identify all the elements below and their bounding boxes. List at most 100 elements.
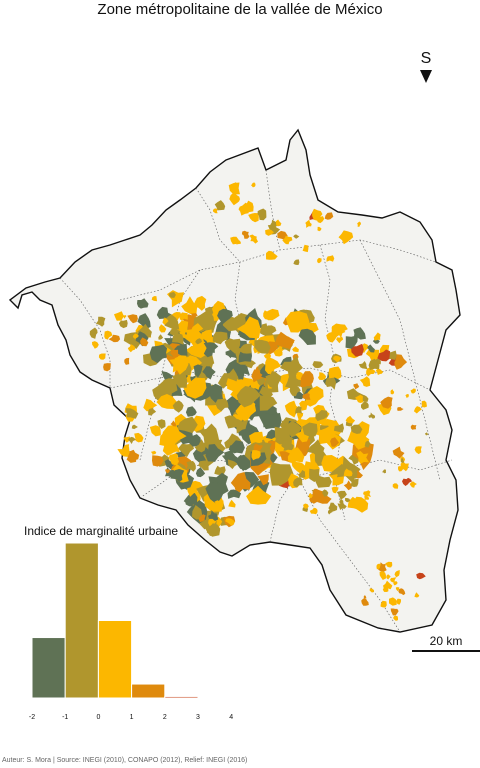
urban-area-patch — [256, 377, 266, 386]
urban-area-patch — [302, 393, 311, 400]
urban-area-patch — [310, 488, 323, 501]
urban-area-patch — [365, 348, 380, 362]
legend-tick-label: 4 — [229, 714, 233, 721]
urban-area-patch — [376, 563, 381, 570]
urban-area-patch — [132, 333, 139, 339]
urban-area-patch — [251, 369, 263, 380]
urban-area-patch — [350, 424, 363, 435]
urban-area-patch — [263, 353, 271, 360]
urban-area-patch — [273, 347, 283, 357]
scale-line — [412, 650, 480, 652]
urban-area-patch — [161, 371, 174, 384]
urban-area-patch — [394, 354, 408, 370]
urban-area-patch — [137, 313, 151, 330]
urban-area-patch — [98, 353, 106, 360]
urban-area-patch — [212, 208, 218, 214]
urban-area-patch — [89, 327, 98, 339]
north-arrow-icon — [420, 70, 432, 83]
urban-area-patch — [192, 505, 202, 520]
urban-area-patch — [169, 328, 181, 336]
urban-area-patch — [128, 436, 136, 444]
urban-area-patch — [239, 343, 252, 354]
scale-label: 20 km — [429, 634, 463, 648]
legend-tick-label: -2 — [29, 714, 35, 721]
urban-area-patch — [225, 349, 235, 359]
legend-title: Indice de marginalité urbaine — [24, 524, 179, 538]
urban-area-patch — [195, 467, 206, 478]
urban-area-patch — [380, 600, 387, 608]
urban-area-patch — [363, 490, 371, 498]
legend-tick-label: 1 — [130, 714, 134, 721]
urban-area-patch — [353, 383, 360, 390]
urban-area-patch — [198, 514, 206, 523]
urban-area-patch — [356, 451, 370, 464]
urban-area-patch — [227, 459, 238, 470]
north-arrow: S — [416, 50, 436, 83]
urban-area-patch — [277, 444, 285, 452]
urban-area-patch — [282, 235, 293, 245]
urban-area-patch — [336, 490, 347, 500]
urban-area-patch — [215, 398, 229, 412]
urban-area-patch — [245, 200, 254, 213]
urban-area-patch — [343, 480, 352, 491]
urban-area-patch — [209, 383, 224, 403]
urban-area-patch — [410, 388, 416, 394]
municipal-boundary — [265, 169, 281, 251]
urban-area-patch — [149, 344, 168, 364]
urban-area-patch — [394, 570, 400, 578]
urban-area-patch — [390, 577, 397, 583]
urban-area-patch — [385, 561, 393, 568]
urban-area-patch — [377, 349, 391, 362]
urban-area-patch — [312, 361, 324, 369]
urban-area-patch — [108, 334, 121, 343]
urban-area-patch — [185, 406, 197, 417]
urban-area-patch — [118, 319, 128, 329]
urban-area-patch — [127, 344, 136, 353]
legend-histogram-bar — [131, 683, 166, 699]
urban-area-patch — [393, 615, 398, 621]
urban-area-patch — [274, 331, 295, 350]
urban-area-patch — [131, 424, 138, 430]
north-label: S — [420, 50, 432, 67]
urban-area-patch — [331, 486, 339, 494]
urban-area-patch — [126, 451, 137, 463]
urban-area-patch — [337, 501, 347, 510]
urban-area-patch — [265, 429, 278, 439]
urban-area-patch — [410, 424, 417, 430]
urban-area-patch — [181, 296, 198, 314]
urban-area-patch — [257, 474, 269, 486]
urban-area-patch — [178, 443, 195, 458]
urban-area-patch — [123, 436, 130, 443]
urban-area-patch — [321, 455, 343, 472]
urban-area-patch — [392, 483, 399, 489]
urban-area-patch — [253, 435, 263, 443]
urban-area-patch — [92, 341, 99, 349]
urban-area-patch — [402, 477, 413, 486]
urban-area-patch — [254, 339, 271, 354]
map-title: Zone métropolitaine de la vallée de Méxi… — [97, 1, 383, 18]
legend-histogram-bar — [164, 695, 199, 699]
urban-area-patch — [425, 432, 429, 436]
urban-area-patch — [327, 509, 334, 515]
urban-area-patch — [231, 182, 238, 191]
urban-area-patch — [297, 411, 304, 421]
urban-area-patch — [265, 371, 282, 383]
urban-area-patch — [236, 455, 251, 471]
urban-area-patch — [214, 500, 224, 509]
urban-area-patch — [318, 372, 327, 380]
urban-area-patch — [392, 446, 405, 459]
urban-area-patch — [298, 470, 306, 478]
urban-area-patch — [325, 376, 337, 390]
urban-area-patch — [202, 366, 216, 380]
urban-area-patch — [260, 441, 273, 455]
urban-area-patch — [123, 315, 127, 319]
urban-area-patch — [168, 453, 179, 466]
urban-area-patch — [198, 423, 220, 444]
urban-area-patch — [306, 439, 325, 458]
urban-area-patch — [186, 461, 196, 472]
urban-area-patch — [198, 460, 210, 471]
urban-area-patch — [170, 420, 176, 427]
urban-area-patch — [336, 336, 344, 344]
urban-area-patch — [160, 424, 187, 446]
